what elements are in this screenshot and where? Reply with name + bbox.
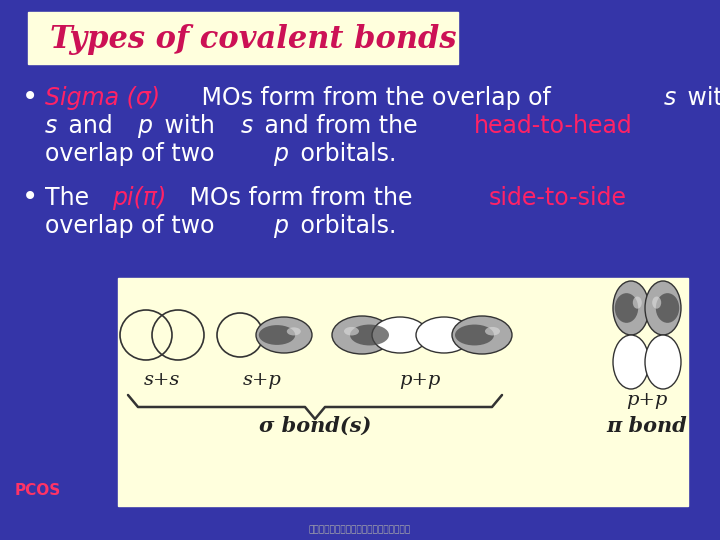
Ellipse shape: [615, 293, 638, 323]
Text: Sigma (σ): Sigma (σ): [45, 86, 160, 110]
Text: side-to-side: side-to-side: [489, 186, 627, 210]
Text: s: s: [241, 114, 253, 138]
Text: MOs form from the overlap of: MOs form from the overlap of: [194, 86, 558, 110]
Text: p+p: p+p: [626, 391, 667, 409]
Text: pi(π): pi(π): [112, 186, 166, 210]
Text: p: p: [274, 214, 289, 238]
Text: with: with: [157, 114, 222, 138]
Text: The: The: [45, 186, 96, 210]
Ellipse shape: [287, 327, 301, 335]
Text: Types of covalent bonds: Types of covalent bonds: [50, 24, 456, 55]
Text: s+s: s+s: [144, 371, 180, 389]
Ellipse shape: [452, 316, 512, 354]
Ellipse shape: [258, 325, 295, 345]
Ellipse shape: [372, 317, 428, 353]
Text: MOs form from the: MOs form from the: [181, 186, 420, 210]
Ellipse shape: [256, 317, 312, 353]
Ellipse shape: [645, 281, 681, 335]
Text: s: s: [664, 86, 676, 110]
Text: 瀏陽大學自然科學與生物科學示範教育基地: 瀏陽大學自然科學與生物科學示範教育基地: [309, 525, 411, 534]
Text: and: and: [60, 114, 120, 138]
Ellipse shape: [332, 316, 392, 354]
Ellipse shape: [350, 325, 389, 346]
Text: orbitals.: orbitals.: [293, 214, 396, 238]
FancyBboxPatch shape: [28, 12, 458, 64]
Text: and from the: and from the: [257, 114, 425, 138]
Ellipse shape: [645, 335, 681, 389]
Text: head-to-head: head-to-head: [474, 114, 632, 138]
Ellipse shape: [656, 293, 679, 323]
Text: s+p: s+p: [243, 371, 282, 389]
Text: s: s: [45, 114, 58, 138]
Text: overlap of two: overlap of two: [45, 142, 222, 166]
Ellipse shape: [485, 327, 500, 335]
Text: p+p: p+p: [400, 371, 441, 389]
Ellipse shape: [344, 327, 359, 335]
Text: orbitals.: orbitals.: [293, 142, 396, 166]
Text: π bond: π bond: [607, 416, 688, 436]
Ellipse shape: [652, 296, 661, 309]
Ellipse shape: [613, 281, 649, 335]
Text: PCOS: PCOS: [15, 483, 61, 498]
Ellipse shape: [613, 335, 649, 389]
Ellipse shape: [455, 325, 494, 346]
Text: σ bond(s): σ bond(s): [258, 416, 372, 436]
Text: •: •: [22, 183, 38, 211]
Text: overlap of two: overlap of two: [45, 214, 222, 238]
Ellipse shape: [416, 317, 472, 353]
Text: with: with: [680, 86, 720, 110]
Ellipse shape: [633, 296, 642, 309]
FancyBboxPatch shape: [118, 278, 688, 506]
Text: p: p: [274, 142, 289, 166]
Text: •: •: [22, 83, 38, 111]
Text: p: p: [138, 114, 152, 138]
